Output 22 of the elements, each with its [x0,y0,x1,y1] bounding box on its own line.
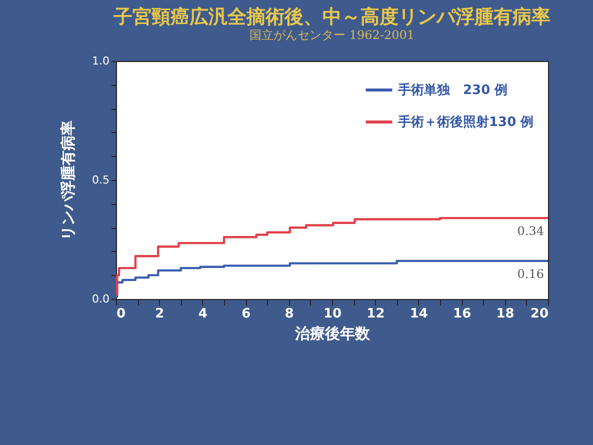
x-tick-label: 2 [155,306,164,322]
y-tick-label: 0.5 [92,174,110,186]
x-tick-label: 4 [198,306,208,322]
y-tick-label: 0.0 [92,292,110,306]
legend-label: 手術単独 230 例 [397,82,508,98]
x-tick-label: 14 [410,306,428,322]
chart-title: 子宮頸癌広汎全摘術後、中～高度リンパ浮腫有病率 [112,6,550,28]
annotation: 0.16 [517,266,544,281]
y-axis-title: リンパ浮腫有病率 [59,120,78,240]
x-tick-label: 12 [366,306,385,322]
x-tick-label: 20 [530,306,548,322]
x-tick-label: 6 [242,306,251,322]
x-tick-label: 0 [116,306,126,322]
chart-subtitle: 国立がんセンター 1962-2001 [250,28,414,42]
x-tick-label: 10 [323,306,342,322]
y-tick-label: 1.0 [92,54,110,68]
x-tick-label: 8 [284,306,294,322]
x-tick-label: 18 [496,306,514,322]
legend-label: 手術＋術後照射130 例 [397,114,534,130]
x-axis-title: 治療後年数 [294,324,371,342]
x-tick-label: 16 [453,306,472,322]
annotation: 0.34 [517,224,544,238]
